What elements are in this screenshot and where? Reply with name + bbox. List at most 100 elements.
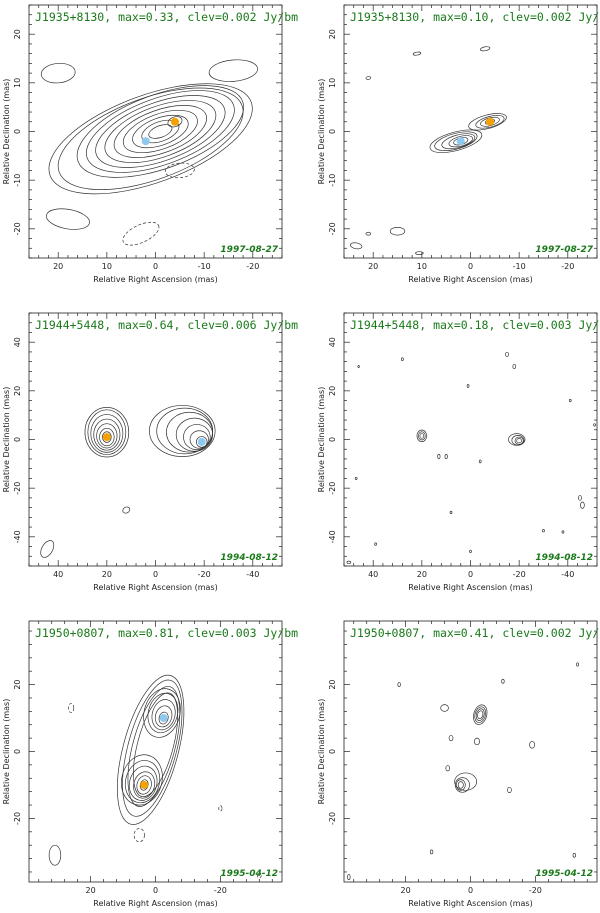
y-axis-label: Relative Declination (mas): [2, 79, 11, 185]
plot-frame: [28, 312, 283, 567]
contour-line: [354, 476, 358, 480]
contour-line: [365, 76, 372, 80]
y-tick-label: -10: [328, 174, 337, 187]
contour-line: [147, 692, 179, 734]
contour-line: [474, 706, 487, 723]
contour-line: [48, 83, 253, 195]
contour-line: [122, 506, 131, 514]
y-tick-label: -20: [13, 482, 22, 495]
y-tick-label: 20: [13, 29, 22, 39]
contour-line: [57, 87, 244, 190]
plot-area: [40, 405, 216, 558]
beam-ellipse: [350, 242, 363, 250]
x-tick-label: 40: [53, 570, 63, 579]
x-tick-label: -20: [529, 886, 542, 895]
contour-line: [448, 735, 454, 742]
contour-line: [477, 710, 484, 719]
contour-line: [154, 705, 173, 728]
contour-line: [85, 90, 235, 173]
x-tick-label: -20: [513, 570, 526, 579]
contour-line: [466, 384, 470, 388]
plot-area: [40, 59, 258, 246]
negative-contour-line: [256, 872, 262, 879]
contour-line: [568, 399, 572, 403]
contour-line: [95, 95, 226, 168]
x-tick-label: 0: [468, 570, 473, 579]
negative-contour-line: [164, 162, 195, 179]
contour-line: [580, 501, 585, 509]
contour-line: [508, 433, 526, 446]
x-tick-label: -20: [198, 570, 211, 579]
contour-line: [158, 711, 169, 725]
plot-area: [350, 46, 507, 255]
contour-line: [96, 423, 118, 449]
panel-5: 20 0 -20 20 0 -20 Relative Right Ascension (ma…: [2, 620, 298, 908]
y-tick-label: 20: [328, 29, 337, 39]
y-tick-label: 20: [328, 679, 337, 689]
x-axis-label: Relative Right Ascension (mas): [93, 275, 217, 284]
contour-line: [418, 431, 426, 441]
x-axis-label: Relative Right Ascension (mas): [408, 899, 532, 908]
contour-line: [365, 231, 372, 236]
contour-line: [542, 529, 545, 533]
contour-line: [40, 62, 76, 84]
x-tick-label: -20: [561, 262, 574, 271]
beam-ellipse: [48, 844, 62, 866]
contour-line: [474, 737, 480, 746]
x-tick-label: -20: [214, 886, 227, 895]
contour-line: [122, 109, 198, 154]
panel-title: J1935+8130, max=0.33, clev=0.002 Jy/bm: [35, 10, 298, 24]
contour-line: [434, 131, 478, 151]
beam-ellipse: [346, 560, 352, 564]
x-axis-label: Relative Right Ascension (mas): [93, 899, 217, 908]
y-tick-label: 20: [13, 679, 22, 689]
x-tick-label: 0: [468, 886, 473, 895]
contour-line: [84, 407, 130, 458]
y-tick-label: -20: [328, 812, 337, 825]
contour-line: [397, 682, 401, 687]
y-tick-label: 20: [328, 386, 337, 396]
y-axis-label: Relative Declination (mas): [2, 387, 11, 493]
contour-line: [132, 114, 189, 149]
contour-line: [475, 708, 485, 721]
x-tick-label: -20: [246, 262, 259, 271]
panel-6: 20 0 -20 20 0 -20 Relative Right Ascension (ma…: [317, 620, 600, 908]
contour-line: [124, 760, 161, 804]
y-tick-label: -20: [13, 222, 22, 235]
x-axis-label: Relative Right Ascension (mas): [408, 583, 532, 592]
observation-date: 1995-04-12: [535, 869, 593, 879]
contour-line: [449, 510, 453, 515]
model-component-marker: [141, 137, 150, 146]
contour-line: [189, 430, 209, 449]
contour-line: [475, 115, 505, 129]
contour-line: [479, 46, 491, 52]
y-tick-label: 40: [13, 337, 22, 347]
observation-date: 1994-08-12: [535, 553, 593, 563]
contour-line: [468, 113, 507, 131]
contour-line: [572, 852, 576, 858]
y-tick-label: 40: [328, 337, 337, 347]
y-axis-label: Relative Declination (mas): [317, 699, 326, 805]
y-tick-label: -40: [328, 530, 337, 543]
contour-line: [429, 129, 483, 153]
x-axis-label: Relative Right Ascension (mas): [408, 275, 532, 284]
y-tick-label: 0: [13, 749, 22, 754]
model-component-marker: [170, 117, 179, 126]
negative-contour-line: [68, 702, 75, 714]
negative-contour-line: [133, 828, 145, 843]
model-component-marker: [159, 714, 168, 723]
y-tick-label: 20: [13, 386, 22, 396]
contour-line: [133, 692, 178, 798]
x-tick-label: 20: [417, 570, 427, 579]
contour-line: [149, 405, 216, 457]
x-tick-label: 0: [468, 262, 473, 271]
contour-line: [136, 775, 152, 795]
contour-line: [151, 699, 176, 731]
contour-line: [374, 542, 377, 546]
y-tick-label: 0: [328, 437, 337, 442]
y-tick-label: -20: [13, 812, 22, 825]
contour-line: [455, 779, 466, 791]
contour-line: [93, 418, 121, 451]
contour-line: [113, 105, 208, 158]
contour-line: [578, 495, 582, 501]
